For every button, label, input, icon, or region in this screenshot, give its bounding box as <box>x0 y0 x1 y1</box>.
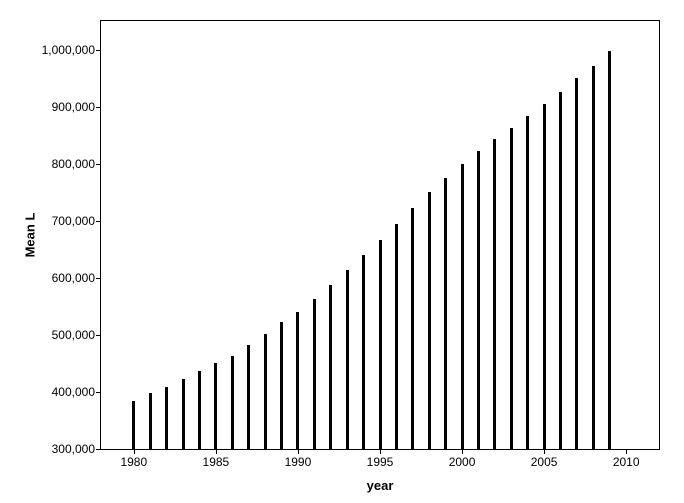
bar <box>231 356 234 449</box>
bar <box>362 255 365 449</box>
bar <box>280 322 283 449</box>
bar <box>132 401 135 450</box>
chart-container: 300,000 400,000 500,000 600,000 700,000 800,0… <box>0 0 684 503</box>
x-tick-label: 1985 <box>203 449 230 469</box>
y-tick-label: 1,000,000 <box>42 43 101 57</box>
x-axis-title: year <box>367 478 394 493</box>
bar <box>182 379 185 449</box>
x-tick-label: 2000 <box>449 449 476 469</box>
bar <box>411 208 414 449</box>
y-tick-label: 600,000 <box>52 271 101 285</box>
bar <box>526 116 529 449</box>
bar <box>559 92 562 449</box>
y-tick-label: 400,000 <box>52 385 101 399</box>
bar <box>510 128 513 449</box>
y-axis-title: Mean L <box>23 213 38 258</box>
y-tick-label: 300,000 <box>52 442 101 456</box>
bar <box>313 299 316 449</box>
x-tick-label: 2005 <box>531 449 558 469</box>
x-tick-label: 2010 <box>613 449 640 469</box>
bar <box>575 78 578 449</box>
bar <box>428 192 431 449</box>
bar <box>379 240 382 449</box>
bar <box>477 151 480 449</box>
x-tick-label: 1995 <box>367 449 394 469</box>
plot-frame: 300,000400,000500,000600,000700,000800,0… <box>100 20 660 450</box>
y-tick-label: 500,000 <box>52 328 101 342</box>
bar <box>592 66 595 449</box>
bar <box>165 387 168 449</box>
y-tick-label: 800,000 <box>52 157 101 171</box>
bar <box>149 393 152 449</box>
bar <box>543 104 546 449</box>
bar <box>264 334 267 449</box>
bar <box>198 371 201 449</box>
bar <box>214 363 217 449</box>
bar <box>461 164 464 449</box>
bar <box>395 224 398 449</box>
y-tick-label: 700,000 <box>52 214 101 228</box>
bar <box>329 285 332 449</box>
bar <box>444 178 447 449</box>
bar <box>493 139 496 449</box>
x-tick-label: 1980 <box>120 449 147 469</box>
bar <box>346 270 349 449</box>
y-tick-label: 900,000 <box>52 100 101 114</box>
bar <box>608 51 611 449</box>
x-tick-label: 1990 <box>285 449 312 469</box>
bar <box>296 312 299 449</box>
bar <box>247 345 250 449</box>
